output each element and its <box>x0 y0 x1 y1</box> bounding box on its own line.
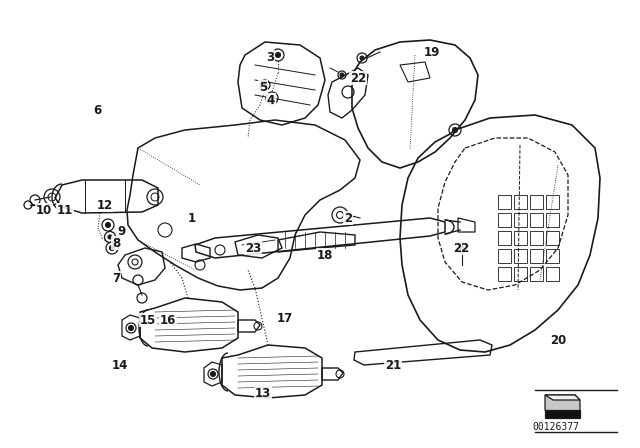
Text: 11: 11 <box>57 203 73 216</box>
Bar <box>546 213 559 227</box>
Text: 12: 12 <box>97 198 113 211</box>
Circle shape <box>211 371 216 376</box>
Text: 1: 1 <box>188 211 196 224</box>
Bar <box>530 213 543 227</box>
Circle shape <box>109 246 115 250</box>
Text: 7: 7 <box>112 271 120 284</box>
Bar <box>498 195 511 209</box>
Text: 6: 6 <box>93 103 101 116</box>
Bar <box>546 195 559 209</box>
Bar <box>514 195 527 209</box>
Text: 8: 8 <box>112 237 120 250</box>
Text: 10: 10 <box>36 203 52 216</box>
Bar <box>530 249 543 263</box>
Bar <box>498 213 511 227</box>
Circle shape <box>460 246 464 250</box>
Text: 23: 23 <box>245 241 261 254</box>
Bar <box>546 231 559 245</box>
Bar <box>514 267 527 281</box>
Bar <box>498 249 511 263</box>
Text: 14: 14 <box>112 358 128 371</box>
Bar <box>546 267 559 281</box>
Bar <box>514 231 527 245</box>
Text: 16: 16 <box>160 314 176 327</box>
Text: 3: 3 <box>266 51 274 64</box>
Text: 18: 18 <box>317 249 333 262</box>
Polygon shape <box>545 395 580 415</box>
Circle shape <box>129 326 134 331</box>
Bar <box>546 249 559 263</box>
Circle shape <box>108 235 112 239</box>
Text: 9: 9 <box>117 224 125 237</box>
Polygon shape <box>545 410 580 418</box>
Bar <box>514 213 527 227</box>
Text: 21: 21 <box>385 358 401 371</box>
Circle shape <box>269 95 275 100</box>
Text: 13: 13 <box>255 387 271 400</box>
Circle shape <box>340 73 344 77</box>
Bar <box>498 267 511 281</box>
Text: 15: 15 <box>140 314 156 327</box>
Bar <box>530 267 543 281</box>
Text: 00126377: 00126377 <box>532 422 579 432</box>
Text: 22: 22 <box>453 241 469 254</box>
Text: 17: 17 <box>277 311 293 324</box>
Text: 22: 22 <box>350 72 366 85</box>
Text: 2: 2 <box>344 211 352 224</box>
Text: 19: 19 <box>424 46 440 59</box>
Polygon shape <box>545 395 580 400</box>
Circle shape <box>452 128 458 133</box>
Bar <box>498 231 511 245</box>
Circle shape <box>263 83 267 87</box>
Circle shape <box>360 56 364 60</box>
Text: 4: 4 <box>267 94 275 107</box>
Text: 5: 5 <box>259 81 267 94</box>
Bar <box>530 195 543 209</box>
Text: 20: 20 <box>550 333 566 346</box>
Circle shape <box>275 52 280 57</box>
Bar <box>514 249 527 263</box>
Bar <box>530 231 543 245</box>
Circle shape <box>106 223 111 228</box>
